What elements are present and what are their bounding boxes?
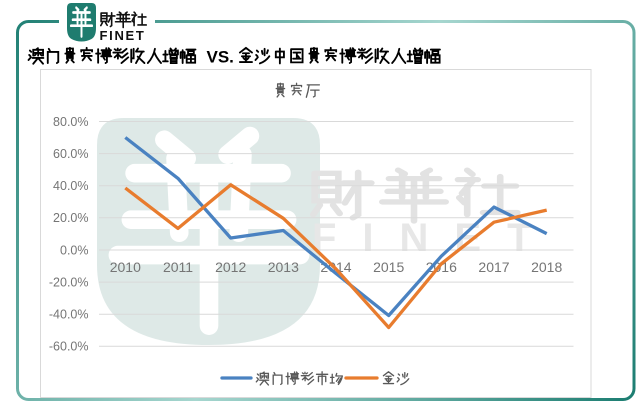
svg-text:FINET: FINET xyxy=(312,216,558,260)
svg-text:2010: 2010 xyxy=(110,259,141,275)
svg-text:0.0%: 0.0% xyxy=(60,243,89,257)
svg-text:40.0%: 40.0% xyxy=(53,179,88,193)
svg-text:-60.0%: -60.0% xyxy=(49,340,89,354)
svg-text:FINET: FINET xyxy=(100,28,146,43)
svg-text:VS.: VS. xyxy=(207,48,234,67)
svg-text:2011: 2011 xyxy=(163,259,193,275)
svg-text:2012: 2012 xyxy=(215,259,246,275)
svg-text:80.0%: 80.0% xyxy=(53,115,88,129)
svg-text:60.0%: 60.0% xyxy=(53,147,88,161)
svg-text:-40.0%: -40.0% xyxy=(49,308,89,322)
svg-text:2013: 2013 xyxy=(268,259,299,275)
svg-text:2015: 2015 xyxy=(373,259,404,275)
svg-text:-20.0%: -20.0% xyxy=(49,275,89,289)
svg-text:2018: 2018 xyxy=(531,259,562,275)
svg-text:2017: 2017 xyxy=(478,259,509,275)
svg-text:20.0%: 20.0% xyxy=(53,211,88,225)
